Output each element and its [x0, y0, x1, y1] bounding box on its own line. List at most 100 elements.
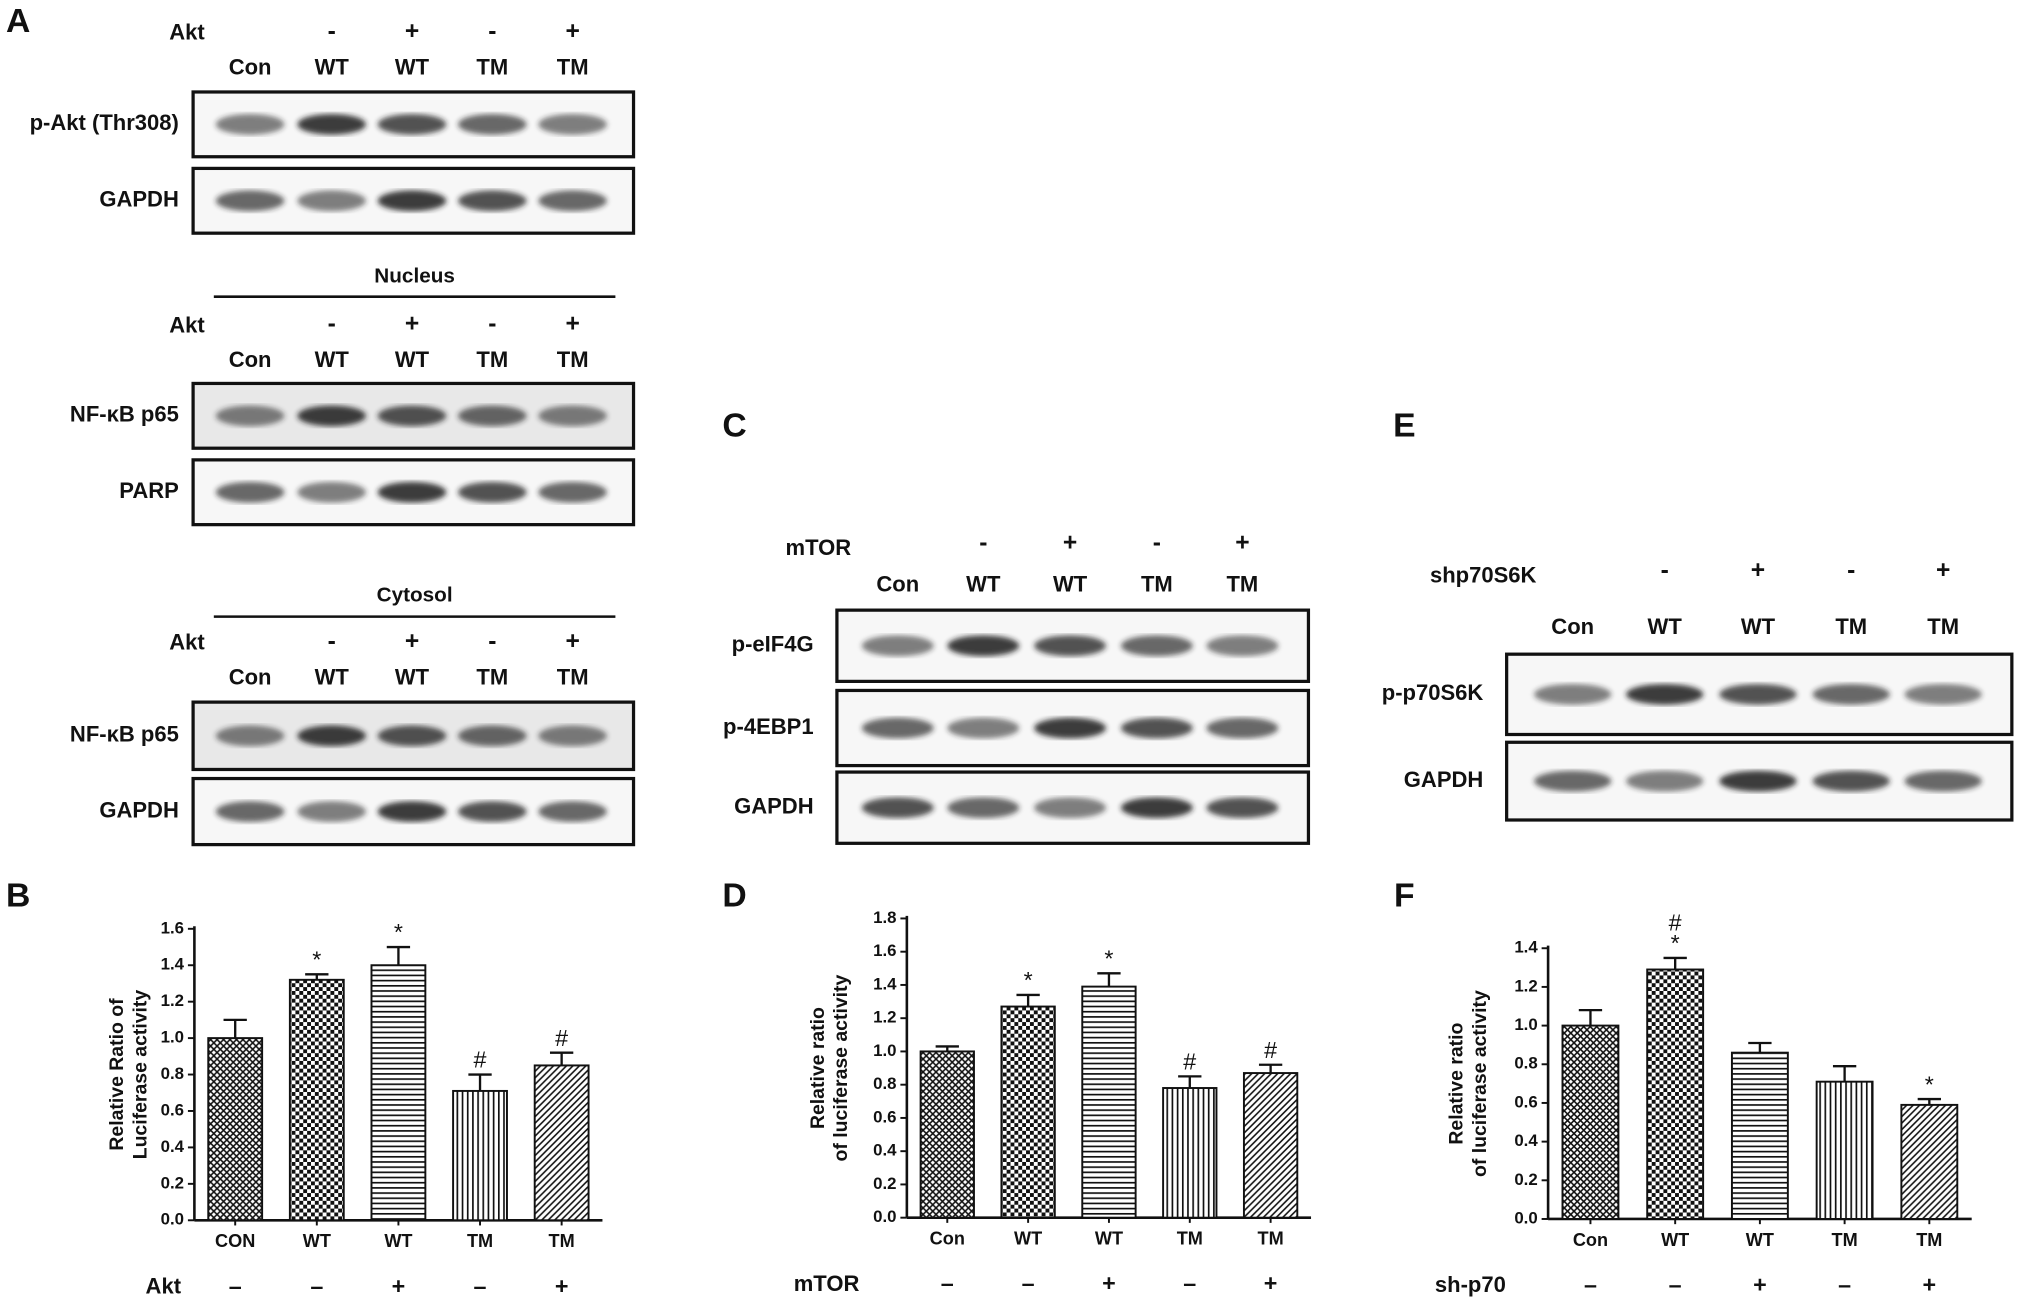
treatment-sign: +: [1102, 1270, 1116, 1296]
bar: [370, 964, 427, 1222]
panel-letter: E: [1393, 407, 1415, 444]
y-axis-title-line: of luciferase activity: [830, 974, 852, 1161]
treatment-label: mTOR: [786, 535, 852, 560]
y-axis-title-line: Relative Ratio of: [106, 998, 128, 1151]
y-tick-label: 1.0: [1514, 1015, 1537, 1034]
y-tick-label: 0.6: [1514, 1092, 1537, 1111]
y-axis-title-line: Relative ratio: [1446, 1022, 1468, 1144]
band: [215, 725, 285, 747]
y-tick-label: 0.2: [1514, 1170, 1537, 1189]
band: [861, 797, 934, 819]
y-tick-label: 0.8: [873, 1074, 896, 1093]
band: [1206, 717, 1279, 739]
band: [458, 725, 527, 747]
y-axis-title-line: of luciferase activity: [1469, 990, 1491, 1177]
significance-marker: *: [1024, 967, 1033, 993]
bar: [207, 1037, 264, 1222]
treatment-sign: –: [310, 1273, 323, 1298]
band: [1534, 770, 1612, 792]
band: [538, 725, 607, 747]
row-label: NF-κB p65: [70, 402, 179, 427]
lane-label: WT: [1053, 571, 1088, 596]
band: [215, 113, 285, 135]
band: [947, 635, 1020, 657]
y-tick-label: 0.2: [873, 1174, 896, 1193]
band: [1206, 797, 1279, 819]
band: [538, 405, 607, 427]
row-label: GAPDH: [99, 797, 179, 822]
treatment-sign: –: [1022, 1270, 1035, 1296]
x-tick-label: TM: [1258, 1229, 1284, 1249]
bar: [288, 978, 345, 1222]
significance-marker: *: [312, 947, 321, 973]
y-tick-label: 1.2: [873, 1008, 896, 1027]
fraction-header: Cytosol: [377, 583, 453, 606]
y-axis-title-line: Luciferase activity: [129, 990, 151, 1160]
treatment-sign: –: [1838, 1271, 1851, 1297]
band: [1626, 683, 1704, 705]
band: [377, 190, 447, 212]
treatment-sign: –: [1183, 1270, 1196, 1296]
row-label: GAPDH: [99, 187, 179, 212]
treatment-sign: +: [1235, 530, 1249, 557]
row-label: PARP: [119, 478, 179, 503]
y-tick-label: 0.4: [873, 1141, 897, 1160]
bar: [452, 1089, 508, 1222]
band: [458, 190, 527, 212]
treatment-sign: -: [488, 18, 496, 45]
y-tick-label: 0.6: [873, 1107, 896, 1126]
treatment-sign: -: [488, 628, 496, 655]
band: [377, 725, 447, 747]
lane-label: WT: [395, 54, 430, 79]
treatment-sign: +: [565, 628, 579, 655]
band: [297, 725, 366, 747]
treatment-sign: –: [474, 1273, 487, 1298]
band: [458, 113, 527, 135]
x-tick-label: WT: [1661, 1230, 1689, 1250]
y-axis-title: Relative ratio of luciferase activity: [1446, 990, 1491, 1177]
treatment-label: Akt: [169, 19, 205, 44]
y-tick-label: 1.4: [161, 955, 185, 974]
band: [947, 717, 1020, 739]
band: [1120, 797, 1193, 819]
band: [1034, 717, 1106, 739]
y-tick-label: 0.0: [1514, 1208, 1537, 1227]
y-tick-label: 1.0: [873, 1041, 896, 1060]
band: [1812, 683, 1890, 705]
significance-marker: #: [1669, 909, 1682, 935]
treatment-label: Akt: [169, 630, 205, 655]
treatment-sign: +: [1751, 557, 1765, 584]
bar: [533, 1064, 590, 1222]
band: [377, 113, 447, 135]
x-tick-label: WT: [1746, 1230, 1774, 1250]
bar: [1162, 1087, 1218, 1219]
significance-marker: *: [1925, 1071, 1934, 1097]
band: [377, 405, 447, 427]
panel-letter: D: [722, 878, 746, 915]
y-tick-label: 1.0: [161, 1028, 184, 1047]
band: [297, 113, 366, 135]
treatment-label: mTOR: [794, 1271, 860, 1296]
significance-marker: *: [1671, 930, 1680, 956]
treatment-sign: -: [979, 530, 987, 557]
x-tick-label: TM: [1177, 1229, 1203, 1249]
x-tick-label: Con: [930, 1229, 965, 1249]
panel-letter: C: [722, 407, 746, 444]
band: [1206, 635, 1279, 657]
bar: [1000, 1005, 1056, 1219]
y-tick-label: 0.8: [1514, 1054, 1537, 1073]
treatment-label: Akt: [146, 1273, 182, 1298]
lane-label: Con: [229, 54, 272, 79]
lane-label: TM: [1927, 614, 1959, 639]
significance-marker: #: [1183, 1049, 1196, 1075]
lane-label: WT: [315, 347, 350, 372]
x-tick-label: TM: [549, 1231, 575, 1251]
band: [538, 481, 607, 503]
treatment-sign: +: [1753, 1271, 1767, 1297]
band: [458, 405, 527, 427]
row-label: GAPDH: [734, 794, 814, 819]
treatment-sign: +: [405, 311, 419, 338]
x-tick-label: WT: [1014, 1229, 1042, 1249]
lane-label: WT: [966, 571, 1001, 596]
